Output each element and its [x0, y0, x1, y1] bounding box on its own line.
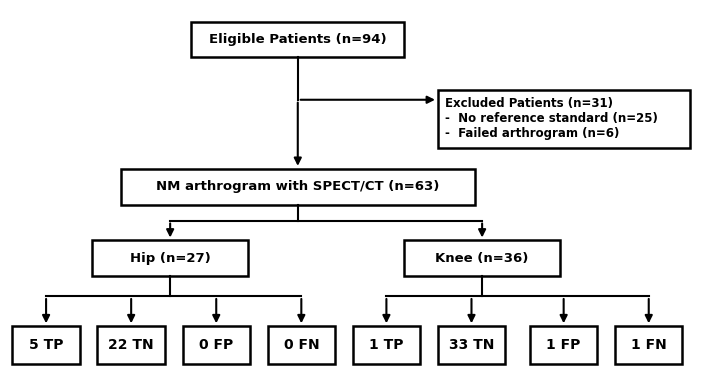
FancyBboxPatch shape — [191, 22, 404, 58]
Text: 22 TN: 22 TN — [108, 338, 154, 352]
FancyBboxPatch shape — [404, 241, 560, 276]
Text: 0 FN: 0 FN — [284, 338, 319, 352]
FancyBboxPatch shape — [13, 326, 79, 364]
Text: Knee (n=36): Knee (n=36) — [435, 252, 529, 265]
Text: Excluded Patients (n=31)
-  No reference standard (n=25)
-  Failed arthrogram (n: Excluded Patients (n=31) - No reference … — [445, 97, 658, 140]
Text: Eligible Patients (n=94): Eligible Patients (n=94) — [209, 33, 386, 46]
FancyBboxPatch shape — [183, 326, 250, 364]
Text: 33 TN: 33 TN — [449, 338, 494, 352]
Text: 0 FP: 0 FP — [199, 338, 233, 352]
Text: 1 TP: 1 TP — [369, 338, 403, 352]
FancyBboxPatch shape — [438, 326, 505, 364]
FancyBboxPatch shape — [353, 326, 420, 364]
FancyBboxPatch shape — [530, 326, 597, 364]
Text: 5 TP: 5 TP — [29, 338, 63, 352]
FancyBboxPatch shape — [121, 169, 475, 204]
FancyBboxPatch shape — [615, 326, 682, 364]
FancyBboxPatch shape — [267, 326, 335, 364]
FancyBboxPatch shape — [98, 326, 164, 364]
Text: Hip (n=27): Hip (n=27) — [130, 252, 211, 265]
FancyBboxPatch shape — [438, 89, 689, 148]
Text: NM arthrogram with SPECT/CT (n=63): NM arthrogram with SPECT/CT (n=63) — [156, 180, 440, 193]
Text: 1 FP: 1 FP — [547, 338, 581, 352]
Text: 1 FN: 1 FN — [631, 338, 666, 352]
FancyBboxPatch shape — [92, 241, 248, 276]
